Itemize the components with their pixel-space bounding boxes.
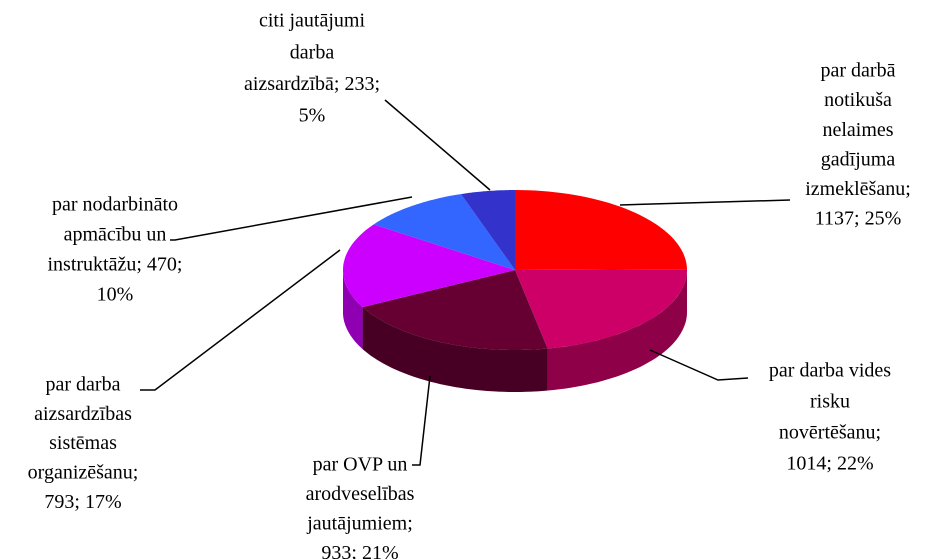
data-label: par darba — [46, 374, 121, 396]
slice — [343, 224, 515, 308]
slice-side — [362, 307, 548, 392]
slice-side — [343, 270, 363, 350]
data-label: par darbā — [821, 60, 896, 82]
data-label: darba — [290, 41, 335, 63]
data-label: par darba vides — [769, 360, 891, 382]
data-label: gadījuma — [821, 148, 896, 170]
slice — [515, 269, 687, 349]
leader-line — [619, 199, 791, 206]
slice-side — [547, 270, 687, 391]
data-label: arodveselības — [306, 483, 415, 505]
data-label: citi jautājumi — [259, 10, 366, 32]
leader-line — [649, 349, 749, 381]
data-label: notikuša — [824, 89, 892, 111]
data-label: 5% — [299, 105, 326, 127]
slice — [362, 270, 548, 350]
data-label: apmācību un — [64, 224, 167, 246]
data-label: instruktāžu; 470; — [48, 254, 183, 276]
data-label: nelaimes — [822, 119, 893, 141]
data-label: 10% — [97, 284, 134, 306]
data-label: 1137; 25% — [815, 208, 901, 230]
slice — [373, 194, 515, 270]
slice — [461, 190, 515, 270]
data-label: 933; 21% — [321, 542, 398, 559]
data-label: novērtēšanu; — [779, 422, 881, 444]
leader-line — [412, 375, 431, 466]
data-label: jautājumiem; — [306, 513, 413, 535]
slice-side-shade — [362, 307, 548, 392]
slice-side-shade — [547, 270, 687, 391]
data-label: par OVP un — [313, 454, 408, 476]
data-label: par nodarbināto — [52, 194, 178, 216]
slice — [515, 190, 687, 270]
data-label: sistēmas — [49, 432, 117, 454]
data-label: aizsardzībā; 233; — [244, 73, 380, 95]
data-label: 1014; 22% — [786, 453, 873, 475]
leader-line — [140, 249, 341, 391]
leader-line — [384, 99, 491, 191]
data-label: izmeklēšanu; — [805, 178, 911, 200]
data-label: aizsardzības — [34, 403, 132, 425]
slice-side-shade — [343, 270, 363, 350]
leader-line — [170, 196, 413, 241]
data-label: risku — [810, 391, 850, 413]
data-label: 793; 17% — [44, 491, 121, 513]
data-label: organizēšanu; — [28, 461, 139, 483]
